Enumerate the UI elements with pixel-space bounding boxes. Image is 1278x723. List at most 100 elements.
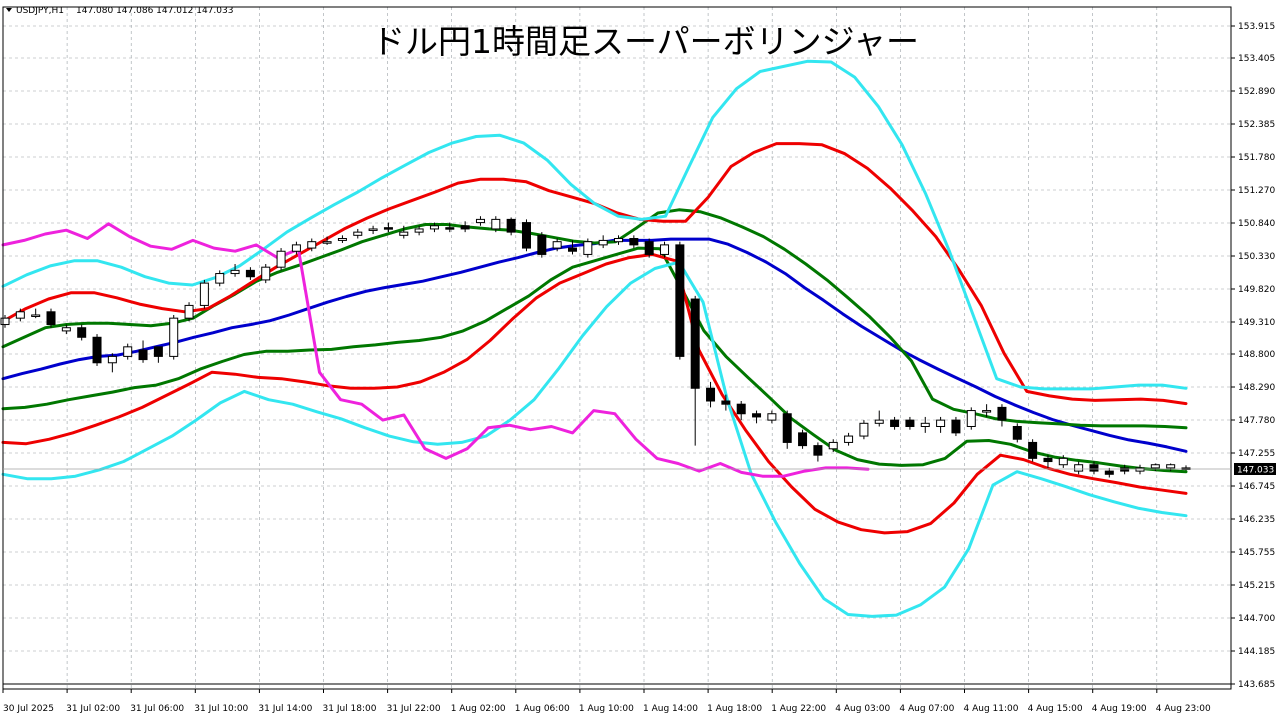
x-tick-label: 4 Aug 15:00 <box>1028 704 1083 714</box>
candlesticks <box>0 216 1191 478</box>
y-tick-label: 148.800 <box>1238 350 1275 360</box>
candle-body <box>951 419 961 434</box>
y-tick-label: 153.405 <box>1238 54 1275 64</box>
y-tick-label: 150.330 <box>1238 252 1275 262</box>
y-tick-label: 151.780 <box>1238 153 1275 163</box>
candle-body <box>583 241 593 255</box>
price-axis: 153.915 153.405 152.890 152.385 151.780 151.2… <box>1231 22 1275 690</box>
candle-body <box>997 406 1007 421</box>
candle-body <box>798 432 808 447</box>
candle-body <box>936 419 946 427</box>
y-tick-label: 145.215 <box>1238 581 1275 591</box>
candle-body <box>261 266 271 281</box>
candle-body <box>644 241 654 255</box>
candle-body <box>966 410 976 427</box>
candle-body <box>721 400 731 405</box>
candle-body <box>890 419 900 427</box>
candle-body <box>813 445 823 456</box>
y-tick-label: 143.685 <box>1238 680 1275 690</box>
y-tick-label: 146.745 <box>1238 482 1275 492</box>
x-tick-label: 1 Aug 06:00 <box>515 704 570 714</box>
candle-body <box>782 413 792 443</box>
series-line-plus3 <box>1 59 1188 391</box>
candle-body <box>629 238 639 246</box>
candle-body <box>399 231 409 236</box>
candle-body <box>1104 470 1114 475</box>
candle-body <box>46 311 56 326</box>
candle-body <box>506 218 516 233</box>
x-tick-label: 31 Jul 06:00 <box>130 704 184 714</box>
candle-body <box>1120 467 1130 472</box>
series-line-plus2 <box>1 142 1188 406</box>
y-tick-label: 152.385 <box>1238 120 1275 130</box>
y-tick-label: 144.700 <box>1238 614 1275 624</box>
candle-body <box>828 441 838 450</box>
triangle-down-icon[interactable] <box>6 8 12 12</box>
y-tick-label: 153.915 <box>1238 22 1275 32</box>
series-line-minus3 <box>1 260 1188 618</box>
x-tick-label: 4 Aug 11:00 <box>964 704 1019 714</box>
grid-lines <box>2 7 1231 689</box>
x-tick-label: 4 Aug 03:00 <box>835 704 890 714</box>
candle-body <box>337 238 347 241</box>
candle-body <box>567 247 577 252</box>
series-line-minus2 <box>1 252 1188 535</box>
x-tick-label: 1 Aug 22:00 <box>771 704 826 714</box>
chart-title: ドル円1時間足スーパーボリンジャー <box>372 22 919 61</box>
x-tick-label: 4 Aug 19:00 <box>1092 704 1147 714</box>
x-tick-label: 1 Aug 14:00 <box>643 704 698 714</box>
candle-body <box>521 222 531 249</box>
symbol-header: USDJPY,H1 147.080 147.086 147.012 147.03… <box>6 6 233 16</box>
candle-body <box>874 419 884 424</box>
candle-body <box>429 225 439 230</box>
current-price-label: 147.033 <box>1237 466 1274 476</box>
series-line-minus1 <box>1 246 1188 474</box>
candle-body <box>383 227 393 230</box>
y-tick-label: 149.310 <box>1238 318 1275 328</box>
candle-body <box>77 327 87 338</box>
x-tick-label: 31 Jul 18:00 <box>323 704 377 714</box>
candle-body <box>675 244 685 357</box>
candle-body <box>920 422 930 427</box>
x-tick-label: 1 Aug 10:00 <box>579 704 634 714</box>
candle-body <box>475 218 485 224</box>
x-tick-label: 31 Jul 22:00 <box>387 704 441 714</box>
x-tick-label: 30 Jul 2025 <box>3 704 54 714</box>
y-tick-label: 144.185 <box>1238 647 1275 657</box>
candle-body <box>169 317 179 357</box>
y-tick-label: 152.890 <box>1238 87 1275 97</box>
candle-body <box>844 435 854 443</box>
current-price-marker: 147.033 <box>1234 463 1276 476</box>
x-tick-label: 4 Aug 07:00 <box>899 704 954 714</box>
y-tick-label: 147.780 <box>1238 416 1275 426</box>
candle-body <box>1135 467 1145 472</box>
candle-body <box>123 346 133 357</box>
indicator-lines <box>1 59 1188 618</box>
candle-body <box>184 304 194 319</box>
candle-body <box>107 355 117 364</box>
y-tick-label: 147.255 <box>1238 449 1275 459</box>
candle-body <box>614 238 624 243</box>
candle-body <box>31 314 41 317</box>
candle-body <box>1074 464 1084 472</box>
candle-body <box>291 244 301 252</box>
candle-body <box>276 250 286 268</box>
candle-body <box>982 410 992 413</box>
candle-body <box>307 241 317 249</box>
candle-body <box>445 227 455 230</box>
candle-body <box>1012 425 1022 440</box>
candle-body <box>905 419 915 427</box>
ohlc-label: 147.080 147.086 147.012 147.033 <box>76 6 233 16</box>
series-line-lag <box>1 222 870 478</box>
candle-body <box>598 239 608 246</box>
candle-body <box>660 244 670 255</box>
x-tick-label: 31 Jul 10:00 <box>194 704 248 714</box>
candle-body <box>706 387 716 402</box>
candle-body <box>15 311 25 319</box>
y-tick-label: 148.290 <box>1238 383 1275 393</box>
y-tick-label: 150.840 <box>1238 219 1275 229</box>
candle-body <box>859 422 869 437</box>
candle-body <box>322 241 332 244</box>
